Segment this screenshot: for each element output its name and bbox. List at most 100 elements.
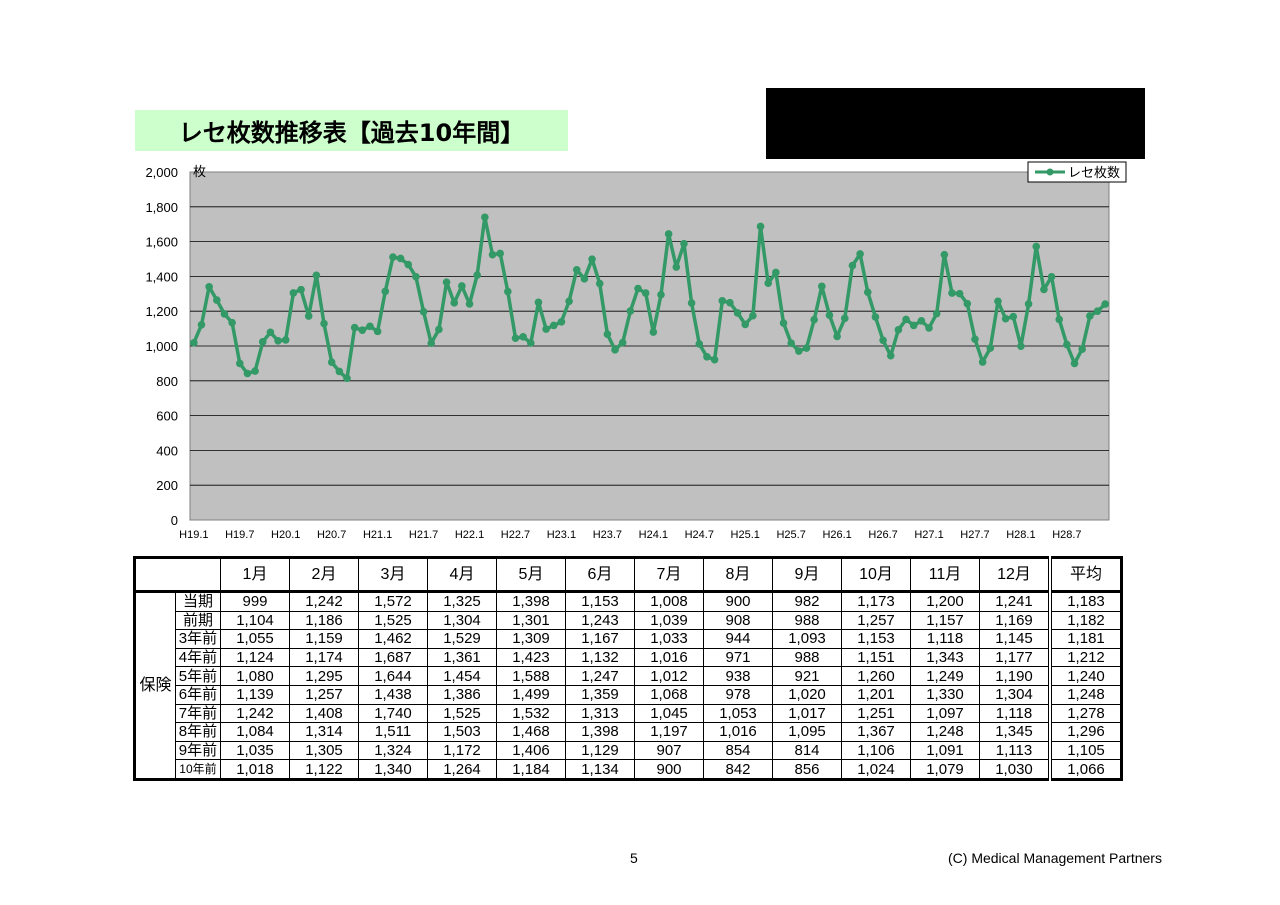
table-cell: 1,532 <box>496 703 566 724</box>
data-point <box>565 297 573 306</box>
data-point <box>718 296 727 305</box>
table-cell: 907 <box>634 740 704 761</box>
table-cell: 1,079 <box>910 759 980 780</box>
table-cell: 1,241 <box>979 591 1051 612</box>
table-cell: 1,278 <box>1048 703 1122 724</box>
table-cell: 1,008 <box>634 591 704 612</box>
x-tick-label: H22.1 <box>455 529 484 541</box>
row-label: 8年前 <box>174 722 222 742</box>
table-cell: 1,454 <box>427 666 497 686</box>
table-row: 5年前 1,080 1,295 1,644 1,454 1,588 1,247 1,012 93… <box>135 666 1122 686</box>
table-cell: 1,313 <box>565 703 635 724</box>
table-cell: 1,035 <box>220 740 290 761</box>
table-cell: 944 <box>703 629 773 649</box>
table-cell: 1,080 <box>220 666 290 686</box>
data-point <box>848 261 857 270</box>
header-month: 8月 <box>703 557 773 593</box>
table-cell: 1,249 <box>910 666 980 686</box>
table-cell: 1,301 <box>496 610 566 631</box>
table-cell: 1,529 <box>427 629 497 649</box>
data-point <box>963 299 972 308</box>
data-point <box>435 325 443 334</box>
data-point <box>1017 342 1025 350</box>
header-month: 5月 <box>496 557 566 593</box>
table-cell: 1,305 <box>289 740 359 761</box>
table-cell: 982 <box>772 591 842 612</box>
x-tick-label: H23.1 <box>547 529 576 541</box>
x-tick-label: H21.1 <box>363 529 392 541</box>
data-point <box>412 272 420 281</box>
line-chart: 0 200 400 600 800 1,000 1,200 1,400 1,600 1,800 2,… <box>145 161 1127 541</box>
table-cell: 1,340 <box>358 759 428 780</box>
data-point <box>358 326 367 334</box>
table-cell: 900 <box>634 759 704 780</box>
header-month: 9月 <box>772 557 842 593</box>
data-point <box>396 254 405 263</box>
y-tick-label: 1,800 <box>145 200 178 215</box>
table-cell: 1,248 <box>1048 684 1122 705</box>
table-cell: 1,324 <box>358 740 428 761</box>
data-point <box>381 287 390 296</box>
x-tick-label: H21.7 <box>409 529 438 541</box>
table-cell: 1,359 <box>565 684 635 705</box>
data-point <box>657 290 665 299</box>
data-point <box>611 346 619 354</box>
y-tick-label: 200 <box>156 478 178 493</box>
table-cell: 1,018 <box>220 759 290 780</box>
data-point <box>825 311 834 320</box>
data-point <box>902 315 910 324</box>
data-point <box>281 336 290 344</box>
row-label: 前期 <box>174 610 222 631</box>
data-point <box>450 299 459 307</box>
table-cell: 1,016 <box>703 722 773 742</box>
data-point <box>726 298 734 307</box>
table-cell: 1,145 <box>979 629 1051 649</box>
data-point <box>618 338 627 347</box>
table-cell: 1,212 <box>1048 647 1122 668</box>
data-point <box>580 275 589 283</box>
table-cell: 1,134 <box>565 759 635 780</box>
data-point <box>549 321 558 330</box>
table-cell: 1,525 <box>427 703 497 724</box>
table-row: 7年前 1,242 1,408 1,740 1,525 1,532 1,313 1,045 1,… <box>135 703 1122 724</box>
header-month: 1月 <box>220 557 290 593</box>
table-cell: 1,124 <box>220 647 290 668</box>
data-point <box>603 330 612 338</box>
table-cell: 1,105 <box>1048 740 1122 761</box>
row-label: 当期 <box>174 591 222 612</box>
table-cell: 1,016 <box>634 647 704 668</box>
table-cell: 842 <box>703 759 773 780</box>
y-tick-label: 0 <box>171 513 178 528</box>
header-month: 7月 <box>634 557 704 593</box>
table-cell: 1,257 <box>289 684 359 705</box>
data-point <box>205 283 213 291</box>
table-cell: 1,129 <box>565 740 635 761</box>
table-cell: 1,159 <box>289 629 359 649</box>
data-point <box>557 318 566 326</box>
x-tick-label: H19.1 <box>179 529 208 541</box>
y-tick-label: 2,000 <box>145 165 178 180</box>
table-cell: 1,104 <box>220 610 290 631</box>
table-cell: 1,572 <box>358 591 428 612</box>
x-tick-label: H19.7 <box>225 529 254 541</box>
data-point <box>664 230 673 238</box>
data-table: 1月 2月 3月 4月 5月 6月 7月 8月 9月 10月 11月 12月 平均 保険 当期 999 1,2… <box>133 556 1123 781</box>
table-cell: 1,184 <box>496 759 566 780</box>
data-point <box>572 265 581 274</box>
x-tick-label: H24.7 <box>685 529 714 541</box>
row-label: 6年前 <box>174 684 222 705</box>
data-point <box>251 367 259 375</box>
data-point <box>955 289 964 298</box>
table-cell: 1,309 <box>496 629 566 649</box>
table-cell: 1,406 <box>496 740 566 761</box>
data-point <box>404 260 413 269</box>
data-point <box>818 282 826 291</box>
table-cell: 1,295 <box>289 666 359 686</box>
data-point <box>886 351 895 360</box>
data-point <box>473 271 481 279</box>
legend: レセ枚数 <box>1027 161 1127 183</box>
table-cell: 1,190 <box>979 666 1051 686</box>
y-tick-label: 1,600 <box>145 235 178 250</box>
header-month: 2月 <box>289 557 359 593</box>
data-point <box>595 279 604 288</box>
